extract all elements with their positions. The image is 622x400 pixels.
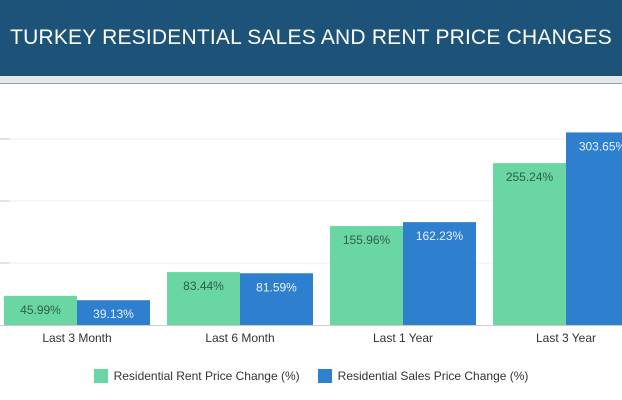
legend-item-rent[interactable]: Residential Rent Price Change (%) [93, 369, 300, 383]
legend-label-rent: Residential Rent Price Change (%) [113, 369, 300, 383]
legend-label-sales: Residential Sales Price Change (%) [337, 369, 529, 383]
x-tick-label: Last 6 Month [205, 331, 274, 345]
bar-sales [240, 273, 313, 325]
data-label: 162.23% [416, 229, 464, 243]
data-label: 39.13% [93, 307, 134, 321]
data-label: 81.59% [256, 280, 297, 294]
x-tick-label: Last 3 Year [536, 331, 596, 345]
data-label: 83.44% [183, 279, 224, 293]
bar-sales [77, 300, 150, 325]
x-tick-label: Last 3 Month [42, 331, 111, 345]
legend-swatch-sales [317, 369, 332, 383]
bar-rent [330, 226, 403, 325]
bar-rent [167, 272, 240, 325]
legend-item-sales[interactable]: Residential Sales Price Change (%) [317, 369, 529, 383]
bar-rent [4, 295, 77, 325]
data-label: 45.99% [20, 303, 61, 317]
bar-rent [493, 163, 566, 325]
data-label: 255.24% [506, 170, 554, 184]
x-tick-label: Last 1 Year [373, 331, 433, 345]
header-band [0, 76, 622, 83]
bar-chart: 45.99% 39.13% Last 3 Month 83.44% 81.59% Last… [0, 132, 622, 345]
legend: Residential Rent Price Change (%) Reside… [0, 362, 622, 390]
bar-sales [566, 132, 622, 325]
header-divider [0, 83, 622, 84]
legend-swatch-rent [93, 369, 108, 383]
bar-sales [403, 222, 476, 325]
title-banner: TURKEY RESIDENTIAL SALES AND RENT PRICE … [0, 0, 622, 76]
chart-title: TURKEY RESIDENTIAL SALES AND RENT PRICE … [10, 26, 612, 49]
data-label: 303.65% [579, 139, 622, 153]
data-label: 155.96% [343, 233, 391, 247]
